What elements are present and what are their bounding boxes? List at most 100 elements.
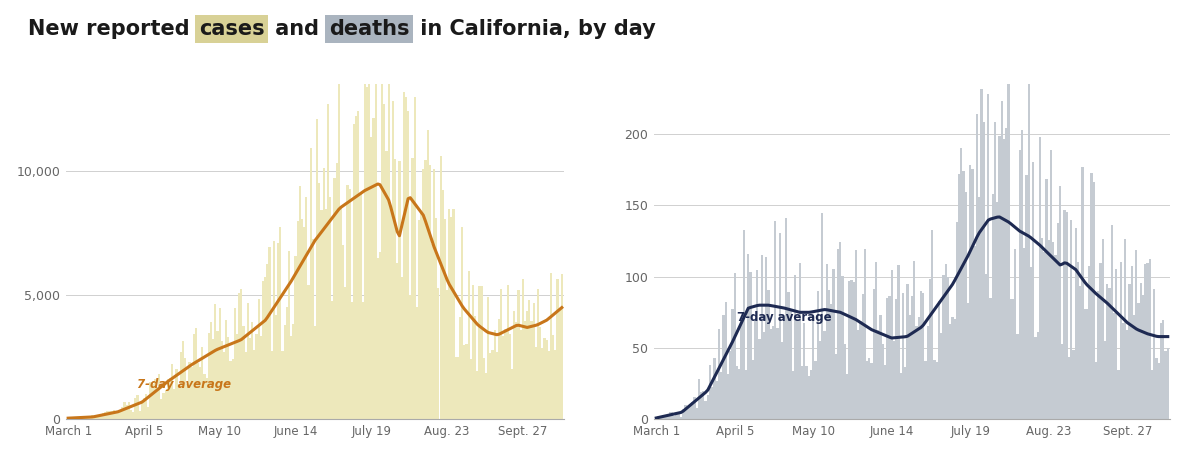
Bar [290,336,293,419]
Bar [972,169,973,419]
Bar [908,315,911,419]
Bar [689,405,691,419]
Bar [918,317,920,419]
Bar [691,402,694,419]
Bar [1135,250,1138,419]
Bar [329,197,331,419]
Bar [169,378,172,419]
Bar [154,379,156,419]
Bar [1001,101,1003,419]
Bar [172,364,173,419]
Bar [947,276,949,419]
Bar [418,220,420,419]
Bar [673,417,676,419]
Bar [288,251,290,419]
Bar [425,160,426,419]
Text: New reported: New reported [28,19,197,39]
Bar [1006,128,1007,419]
Bar [528,300,530,419]
Bar [1075,228,1076,419]
Bar [312,239,314,419]
Bar [686,408,689,419]
Bar [426,130,428,419]
Bar [722,315,725,419]
Bar [500,288,503,419]
Bar [342,245,344,419]
Bar [985,274,988,419]
Bar [550,273,552,419]
Bar [668,412,671,419]
Bar [156,387,158,419]
Bar [854,250,857,419]
Bar [240,289,242,419]
Bar [733,273,736,419]
Bar [326,103,329,419]
Bar [898,265,900,419]
Bar [266,264,269,419]
Bar [1115,269,1117,419]
Bar [108,411,110,419]
Bar [175,370,178,419]
Bar [458,317,461,419]
Bar [344,287,347,419]
Bar [1025,175,1027,419]
Bar [942,275,944,419]
Bar [377,258,379,419]
Bar [1102,240,1104,419]
Bar [738,369,740,419]
Bar [1158,363,1160,419]
Bar [1039,137,1042,419]
Bar [1109,288,1110,419]
Text: deaths: deaths [329,19,409,39]
Bar [283,325,286,419]
Bar [756,270,758,419]
Bar [94,418,95,419]
Bar [826,264,828,419]
Bar [763,332,766,419]
Bar [991,193,994,419]
Bar [191,367,193,419]
Bar [955,221,958,419]
Bar [1156,357,1158,419]
Bar [817,291,818,419]
Bar [1048,240,1050,419]
Bar [821,213,823,419]
Bar [558,310,560,419]
Text: cases: cases [199,19,264,39]
Bar [988,95,989,419]
Bar [823,331,826,419]
Bar [232,359,234,419]
Bar [1043,252,1045,419]
Bar [1104,341,1106,419]
Bar [660,418,662,419]
Bar [767,290,769,419]
Bar [864,249,866,419]
Bar [396,263,398,419]
Bar [67,418,70,419]
Bar [740,321,743,419]
Bar [137,395,138,419]
Bar [800,366,803,419]
Bar [89,416,91,419]
Bar [364,55,366,419]
Bar [479,286,481,419]
Bar [924,362,926,419]
Bar [383,104,385,419]
Bar [541,348,544,419]
Bar [1138,303,1140,419]
Bar [952,317,954,419]
Bar [1084,309,1086,419]
Bar [1088,266,1091,419]
Bar [1112,313,1115,419]
Bar [539,328,541,419]
Bar [394,159,396,419]
Bar [428,165,431,419]
Bar [337,77,340,419]
Bar [374,80,377,419]
Bar [148,407,149,419]
Bar [954,319,955,419]
Bar [769,329,772,419]
Bar [132,412,134,419]
Bar [1146,263,1148,419]
Bar [787,292,790,419]
